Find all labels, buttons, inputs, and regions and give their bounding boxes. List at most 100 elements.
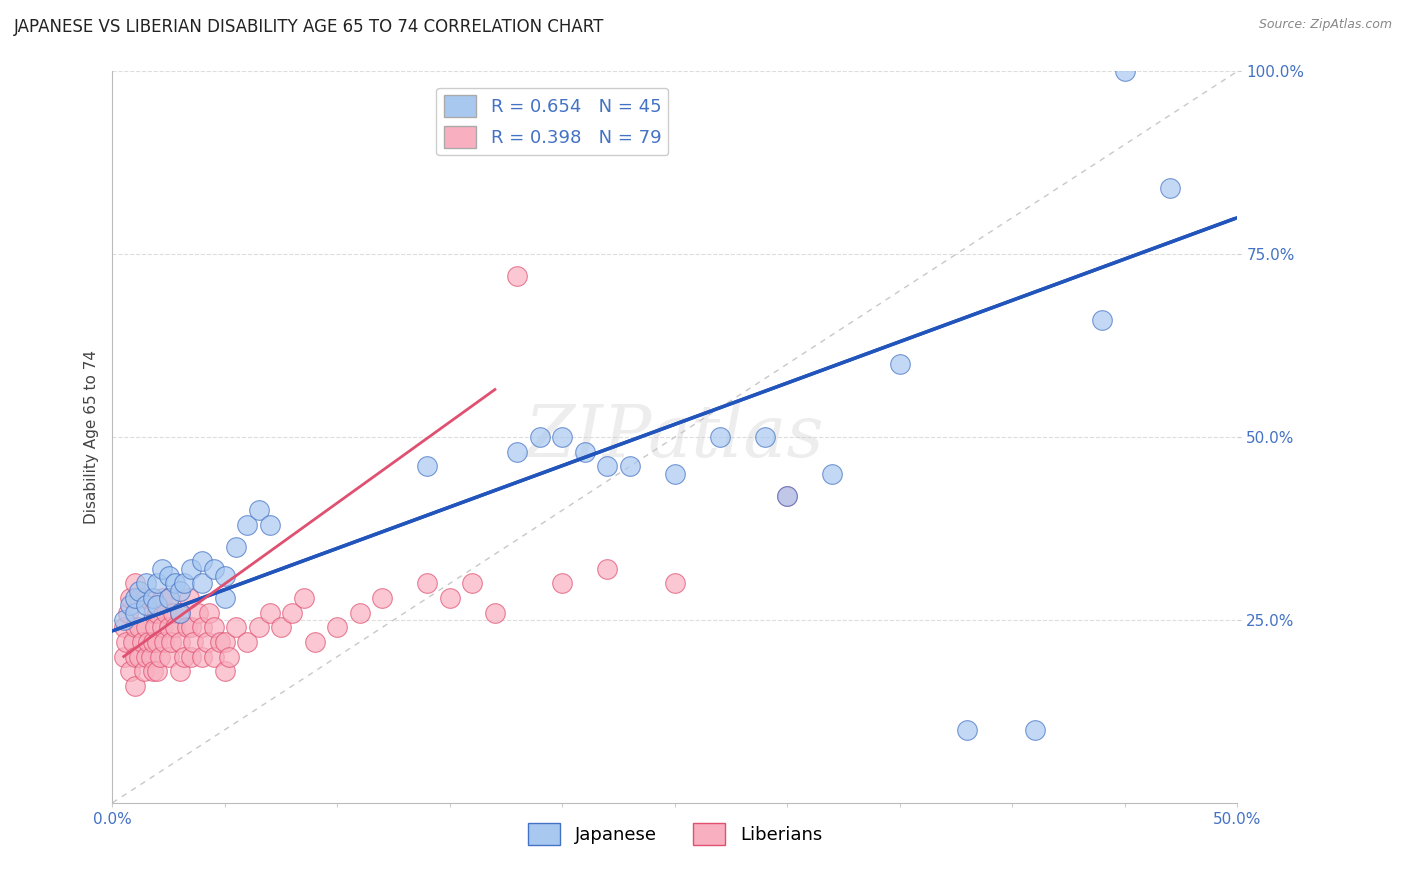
- Point: [131, 635, 153, 649]
- Point: [776, 489, 799, 503]
- Point: [120, 664, 142, 678]
- Point: [135, 649, 157, 664]
- Point: [153, 635, 176, 649]
- Point: [259, 606, 281, 620]
- Point: [146, 599, 169, 613]
- Point: [214, 569, 236, 583]
- Point: [135, 599, 157, 613]
- Y-axis label: Disability Age 65 to 74: Disability Age 65 to 74: [83, 350, 98, 524]
- Point: [169, 606, 191, 620]
- Point: [191, 554, 214, 568]
- Point: [349, 606, 371, 620]
- Point: [416, 576, 439, 591]
- Point: [709, 430, 731, 444]
- Point: [202, 620, 225, 634]
- Point: [115, 635, 138, 649]
- Point: [155, 606, 177, 620]
- Point: [138, 635, 160, 649]
- Point: [177, 591, 200, 605]
- Point: [146, 635, 169, 649]
- Point: [439, 591, 461, 605]
- Point: [157, 569, 180, 583]
- Point: [416, 459, 439, 474]
- Point: [162, 606, 184, 620]
- Point: [124, 606, 146, 620]
- Point: [128, 620, 150, 634]
- Point: [128, 649, 150, 664]
- Point: [135, 620, 157, 634]
- Point: [157, 591, 180, 605]
- Point: [112, 649, 135, 664]
- Point: [259, 517, 281, 532]
- Point: [198, 606, 221, 620]
- Point: [165, 620, 187, 634]
- Point: [135, 591, 157, 605]
- Point: [142, 606, 165, 620]
- Point: [596, 562, 619, 576]
- Point: [574, 444, 596, 458]
- Point: [191, 649, 214, 664]
- Point: [225, 620, 247, 634]
- Point: [169, 664, 191, 678]
- Point: [124, 679, 146, 693]
- Point: [484, 606, 506, 620]
- Point: [165, 576, 187, 591]
- Point: [124, 576, 146, 591]
- Point: [1159, 181, 1181, 195]
- Text: Source: ZipAtlas.com: Source: ZipAtlas.com: [1258, 18, 1392, 31]
- Point: [218, 649, 240, 664]
- Point: [180, 620, 202, 634]
- Point: [124, 591, 146, 605]
- Point: [461, 576, 484, 591]
- Point: [956, 723, 979, 737]
- Point: [236, 517, 259, 532]
- Point: [187, 606, 209, 620]
- Point: [1114, 64, 1136, 78]
- Point: [120, 591, 142, 605]
- Point: [214, 664, 236, 678]
- Point: [142, 635, 165, 649]
- Point: [247, 620, 270, 634]
- Point: [551, 576, 574, 591]
- Point: [132, 664, 155, 678]
- Point: [1024, 723, 1046, 737]
- Point: [214, 591, 236, 605]
- Point: [146, 664, 169, 678]
- Point: [183, 635, 205, 649]
- Point: [143, 620, 166, 634]
- Point: [664, 467, 686, 481]
- Point: [270, 620, 292, 634]
- Point: [236, 635, 259, 649]
- Point: [150, 562, 173, 576]
- Point: [142, 664, 165, 678]
- Text: JAPANESE VS LIBERIAN DISABILITY AGE 65 TO 74 CORRELATION CHART: JAPANESE VS LIBERIAN DISABILITY AGE 65 T…: [14, 18, 605, 36]
- Point: [149, 649, 172, 664]
- Point: [117, 606, 139, 620]
- Point: [135, 576, 157, 591]
- Point: [128, 583, 150, 598]
- Point: [195, 635, 218, 649]
- Point: [1091, 313, 1114, 327]
- Point: [180, 649, 202, 664]
- Point: [112, 613, 135, 627]
- Point: [247, 503, 270, 517]
- Point: [209, 635, 232, 649]
- Point: [326, 620, 349, 634]
- Point: [225, 540, 247, 554]
- Point: [821, 467, 844, 481]
- Point: [180, 562, 202, 576]
- Point: [121, 635, 143, 649]
- Point: [157, 620, 180, 634]
- Point: [128, 591, 150, 605]
- Point: [124, 620, 146, 634]
- Point: [112, 620, 135, 634]
- Point: [551, 430, 574, 444]
- Point: [169, 583, 191, 598]
- Point: [202, 649, 225, 664]
- Point: [529, 430, 551, 444]
- Point: [120, 599, 142, 613]
- Point: [664, 576, 686, 591]
- Point: [619, 459, 641, 474]
- Point: [150, 620, 173, 634]
- Text: ZIPatlas: ZIPatlas: [524, 401, 825, 473]
